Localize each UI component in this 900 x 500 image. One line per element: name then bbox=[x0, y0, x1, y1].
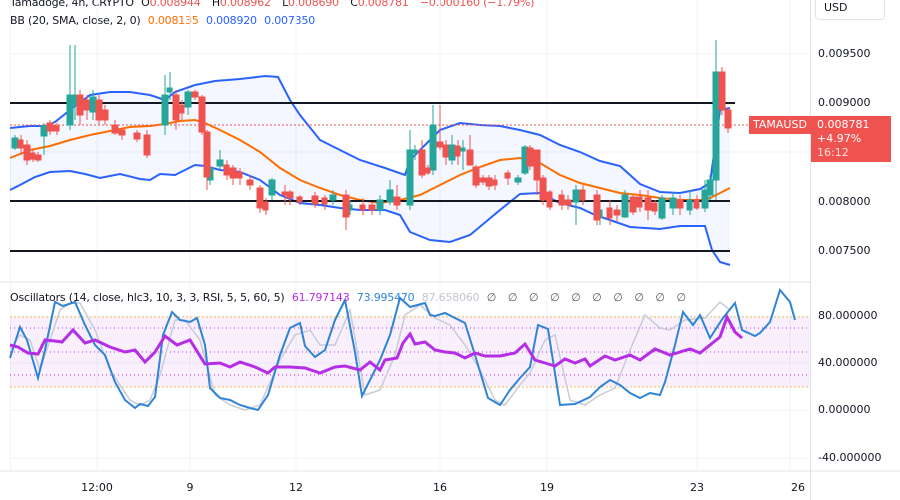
candles bbox=[11, 40, 732, 230]
symbol-title: Tamadoge, 4h, CRYPTO bbox=[10, 0, 134, 9]
open-value: 0.008944 bbox=[149, 0, 201, 9]
bb-legend[interactable]: BB (20, SMA, close, 2, 0) 0.008135 0.008… bbox=[10, 14, 319, 27]
bb-basis-value: 0.008135 bbox=[147, 14, 199, 27]
price-axis-label: 0.009000 bbox=[818, 96, 871, 109]
osc-axis-label: 0.000000 bbox=[818, 403, 871, 416]
last-price-tag: 0.008781 +4.97% 16:12 bbox=[811, 116, 891, 162]
price-change: +4.97% bbox=[817, 132, 862, 145]
price-axis-label: 0.008000 bbox=[818, 195, 871, 208]
price-axis-label: 0.009500 bbox=[818, 47, 871, 60]
change-value: −0.000160 (−1.79%) bbox=[419, 0, 535, 9]
osc-axis-label: 80.000000 bbox=[818, 309, 878, 322]
osc-rsi-value: 61.797143 bbox=[291, 291, 350, 304]
osc-axis-label: 40.000000 bbox=[818, 356, 878, 369]
close-value: 0.008781 bbox=[357, 0, 409, 9]
vertical-grid bbox=[96, 0, 791, 471]
high-value: 0.008962 bbox=[219, 0, 271, 9]
osc-k-value: 73.995470 bbox=[356, 291, 415, 304]
currency-selector[interactable]: USD bbox=[815, 0, 885, 20]
time-axis-label: 26 bbox=[791, 481, 805, 494]
time-axis-label: 12:00 bbox=[81, 481, 113, 494]
osc-label: Oscillators (14, close, hlc3, 10, 3, 3, … bbox=[10, 291, 285, 304]
bb-lower-value: 0.007350 bbox=[264, 14, 316, 27]
symbol-legend: Tamadoge, 4h, CRYPTO O0.008944 H0.008962… bbox=[10, 0, 538, 9]
osc-d-value: 87.658060 bbox=[421, 291, 480, 304]
bb-upper-band bbox=[9, 74, 731, 195]
oscillator-legend[interactable]: Oscillators (14, close, hlc3, 10, 3, 3, … bbox=[10, 291, 694, 304]
stoch-k-line bbox=[9, 287, 796, 412]
osc-empty-values: ∅ ∅ ∅ ∅ ∅ ∅ ∅ ∅ ∅ ∅ bbox=[486, 291, 691, 304]
bb-fill bbox=[10, 76, 730, 265]
rsi-line bbox=[9, 313, 743, 375]
price-axis-label: 0.007500 bbox=[818, 244, 871, 257]
time-axis-label: 19 bbox=[540, 481, 554, 494]
bb-upper-value: 0.008920 bbox=[205, 14, 257, 27]
time-axis-label: 12 bbox=[289, 481, 303, 494]
last-price: 0.008781 bbox=[817, 118, 870, 131]
bb-label: BB (20, SMA, close, 2, 0) bbox=[10, 14, 141, 27]
osc-axis-label: -40.000000 bbox=[818, 451, 882, 464]
symbol-price-tag: TAMAUSD bbox=[749, 116, 811, 134]
low-value: 0.008690 bbox=[288, 0, 339, 9]
horizontal-grid bbox=[10, 53, 810, 459]
time-axis-label: 16 bbox=[433, 481, 447, 494]
bar-countdown: 16:12 bbox=[817, 146, 849, 159]
time-axis-label: 9 bbox=[186, 481, 194, 494]
time-axis-label: 23 bbox=[690, 481, 704, 494]
